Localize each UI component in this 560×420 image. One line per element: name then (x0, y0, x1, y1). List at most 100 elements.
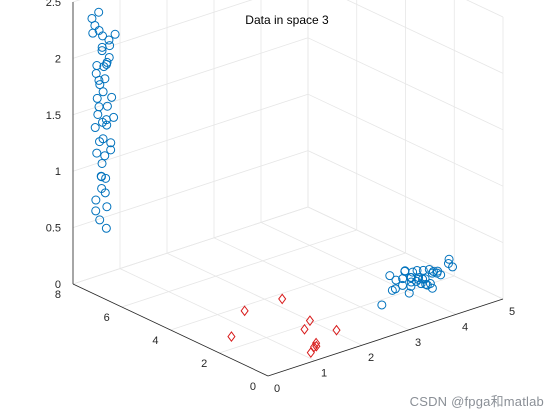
scatter-point-circle (106, 145, 116, 155)
scatter-point-diamond (309, 341, 319, 353)
scatter-point-circle (100, 151, 110, 161)
z-tick-label: 1 (55, 166, 61, 178)
scatter-point-circle (93, 109, 103, 119)
x-tick-label: 4 (462, 321, 468, 333)
scatter-point-circle (95, 215, 105, 225)
back-wall-gridline-z (72, 93, 309, 172)
scatter-point-circle (404, 288, 414, 298)
scatter-point-circle (88, 28, 98, 38)
scatter-point-circle (385, 271, 395, 281)
scatter-point-circle (91, 195, 101, 205)
x-axis-line (267, 298, 504, 377)
scatter-point-circle (102, 57, 112, 67)
scatter-point-circle (107, 92, 117, 102)
scatter-point-circle (101, 173, 111, 183)
side-wall-gridline-z (346, 0, 504, 74)
scatter-point-circle (92, 93, 102, 103)
x-tick-label: 0 (274, 383, 280, 395)
y-tick-label: 8 (55, 289, 61, 301)
scatter-point-circle (87, 13, 97, 23)
scatter-point-circle (412, 265, 422, 275)
chart-title: Data in space 3 (245, 13, 329, 27)
floor-gridline-y (219, 275, 455, 354)
scatter-point-circle (109, 112, 119, 122)
scatter-point-diamond (300, 323, 309, 335)
scatter-point-circle (400, 266, 410, 276)
scatter-point-circle (102, 202, 112, 212)
scatter-point-circle (110, 29, 120, 39)
scatter-point-circle (421, 279, 431, 289)
scatter-point-diamond (332, 324, 341, 336)
scatter-point-circle (97, 158, 107, 168)
x-tick-label: 3 (415, 337, 421, 349)
scatter-point-circle (97, 46, 107, 56)
scatter-point-diamond (240, 305, 249, 317)
side-wall-gridline-z (307, 37, 504, 131)
scatter-point-circle (398, 280, 408, 290)
scatter-point-diamond (227, 331, 236, 343)
scatter-point-circle (100, 74, 110, 84)
scatter-point-circle (101, 223, 111, 233)
scatter-point-circle (391, 275, 401, 285)
scatter-point-circle (97, 117, 107, 127)
scatter-point-circle (427, 268, 437, 278)
data-points-layer (87, 7, 458, 359)
scatter-point-circle (433, 266, 443, 276)
back-wall-gridline-z (72, 37, 309, 116)
scatter-point-circle (411, 276, 421, 286)
scatter-point-diamond (312, 340, 321, 352)
side-wall-gridline-z (307, 150, 504, 243)
back-wall-gridline-z (72, 150, 309, 228)
scatter-point-circle (443, 258, 453, 268)
floor-gridline-y (170, 252, 406, 331)
z-tick-label: 0.5 (46, 223, 61, 235)
axis-layer (72, 2, 504, 377)
back-wall-gridline-z (72, 0, 253, 59)
scatter-point-circle (94, 75, 104, 85)
scatter-point-circle (95, 80, 105, 90)
scatter-point-circle (96, 172, 106, 182)
x-tick-label: 5 (509, 306, 515, 318)
scatter-point-diamond (312, 337, 321, 349)
scatter-point-circle (418, 274, 428, 284)
scatter-point-circle (90, 123, 100, 133)
z-tick-label: 1.5 (46, 110, 61, 122)
z-tick-label: 2.5 (46, 0, 61, 9)
x-tick-label: 1 (321, 368, 327, 380)
scatter-point-circle (91, 206, 101, 216)
scatter-point-circle (105, 41, 115, 51)
y-axis-line (72, 283, 269, 377)
scatter-point-circle (377, 300, 387, 310)
scatter-point-diamond (278, 293, 287, 305)
floor-gridline-y (121, 229, 357, 308)
z-tick-label: 0 (55, 279, 61, 291)
back-wall-gridline-z (72, 206, 309, 285)
scatter-point-circle (418, 265, 428, 275)
y-tick-label: 6 (104, 312, 110, 324)
y-tick-label: 2 (201, 358, 207, 370)
y-tick-label: 0 (250, 381, 256, 393)
scatter-point-circle (406, 277, 416, 287)
scatter-point-diamond (305, 315, 315, 327)
side-wall-gridline-z (466, 0, 504, 18)
scatter-point-circle (92, 148, 102, 158)
scatter-point-circle (106, 138, 116, 148)
scatter-point-circle (422, 280, 432, 290)
scatter-point-circle (427, 283, 437, 293)
scatter-point-circle (100, 188, 110, 198)
scatter-point-circle (104, 35, 114, 45)
scatter-point-circle (416, 279, 426, 289)
watermark: CSDN @fpga和matlab (409, 394, 544, 409)
scatter-point-circle (406, 281, 416, 291)
scatter-point-circle (428, 266, 438, 276)
z-tick-label: 2 (55, 53, 61, 65)
x-tick-label: 2 (368, 352, 374, 364)
scatter-point-circle (95, 137, 105, 147)
scatter-point-circle (98, 87, 108, 97)
side-wall-gridline-z (307, 93, 504, 187)
y-tick-label: 4 (152, 335, 158, 347)
scatter-point-circle (94, 7, 104, 17)
scatter-point-circle (387, 285, 397, 295)
